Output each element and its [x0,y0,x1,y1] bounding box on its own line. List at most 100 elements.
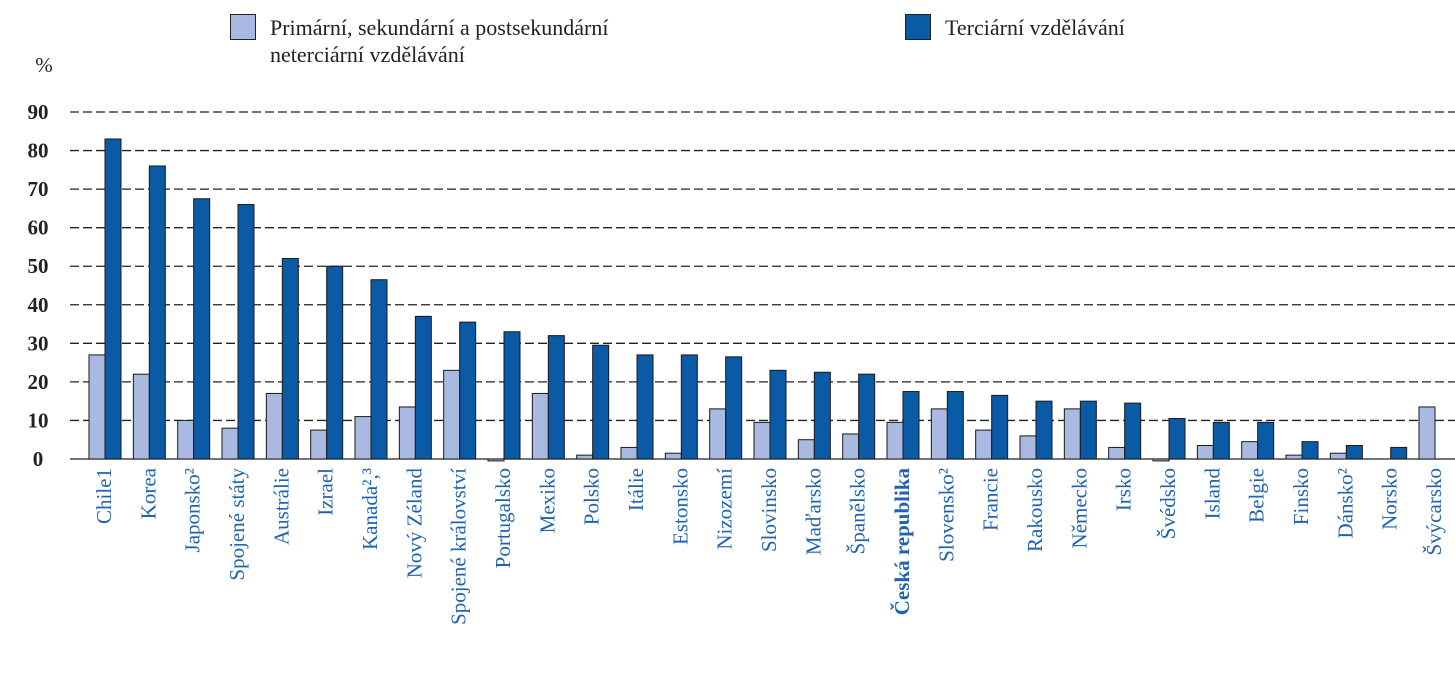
x-tick-label: Island [1200,468,1224,520]
x-tick-label: Spojené státy [225,468,249,581]
x-tick-label: Nizozemí [713,468,737,550]
y-tick-label: 80 [28,139,49,163]
x-tick-label: Nový Zéland [402,468,426,579]
bar [842,433,860,460]
y-tick-label: 10 [28,408,49,432]
bar [370,279,388,460]
x-tick-label: Slovensko² [934,468,958,562]
bar [930,408,948,460]
y-tick-label: 40 [28,293,49,317]
bar [88,354,106,460]
bar [797,439,815,460]
bar [886,421,904,460]
bar [1345,445,1363,460]
x-tick-label: Itálie [624,468,648,511]
bar [281,258,299,460]
x-tick-label: Polsko [580,468,604,525]
bar [1285,454,1303,460]
bar [725,356,743,460]
bar [902,391,920,460]
bar [1035,400,1053,460]
x-tick-label: Francie [979,468,1003,531]
bar [1168,418,1186,460]
bar [1079,400,1097,460]
bar [1418,406,1436,460]
bar [326,265,344,460]
bar [459,321,477,460]
y-tick-label: 0 [33,447,44,471]
x-tick-label: Maďarsko [801,468,825,555]
bar [1019,435,1037,460]
x-tick-label: Belgie [1245,468,1269,523]
bar [975,429,993,460]
x-tick-label: Estonsko [668,468,692,545]
bar [414,315,432,460]
bar [132,373,150,460]
bar [1257,421,1275,460]
bar [503,331,521,460]
x-tick-label: Rakousko [1023,468,1047,552]
bar [1212,421,1230,460]
x-tick-label: Kanada²,³ [358,468,382,550]
bar [177,419,195,460]
x-tick-label: Německo [1067,468,1091,548]
bar [769,369,787,460]
bar [547,335,565,460]
bar [858,373,876,460]
bar [1196,445,1214,460]
bar [487,458,505,462]
y-tick-label: 70 [28,177,49,201]
bar [104,138,122,460]
x-tick-label: Izrael [314,468,338,516]
x-tick-label: Spojené království [447,468,471,625]
y-tick-label: 60 [28,216,49,240]
bar [636,354,654,460]
bar [237,204,255,460]
bar [531,392,549,460]
bar [620,446,638,460]
x-tick-label: Austrálie [269,468,293,545]
y-axis-label: % [35,53,53,77]
bar [1063,408,1081,460]
bar [991,394,1009,460]
bar [592,344,610,460]
x-tick-label: Španělsko [846,468,870,554]
x-tick-label: Norsko [1378,468,1402,530]
bar [354,416,372,460]
bar [265,392,283,460]
x-tick-label: Švédsko [1156,468,1180,539]
x-tick-label: Korea [136,467,160,519]
bar [664,452,682,460]
x-tick-label: Chile1 [92,468,116,524]
legend-swatch [905,14,931,40]
y-tick-label: 50 [28,254,49,278]
bar [576,454,594,460]
x-tick-label: Švýcarsko [1422,468,1446,556]
x-tick-label: Slovinsko [757,468,781,552]
bar [1301,441,1319,460]
legend-item: Terciární vzdělávání [905,14,1125,41]
bar [193,198,211,460]
bar [1124,402,1142,460]
bar [398,406,416,460]
x-tick-label: Finsko [1289,468,1313,525]
legend-swatch [230,14,256,40]
bar [946,391,964,460]
legend-item: Primární, sekundární a postsekundární ne… [230,14,670,68]
bar [1108,446,1126,460]
bar [753,421,771,460]
x-tick-label: Portugalsko [491,468,515,568]
y-tick-label: 20 [28,370,49,394]
bar [1241,441,1259,460]
bar [443,369,461,460]
x-tick-label: Dánsko² [1333,468,1357,538]
legend-label: Terciární vzdělávání [945,15,1125,40]
bar [1152,458,1170,462]
x-tick-label: Mexiko [535,468,559,533]
bar [148,165,166,460]
bar [310,429,328,460]
bar [1329,452,1347,460]
x-tick-label: Česká republika [890,468,914,616]
